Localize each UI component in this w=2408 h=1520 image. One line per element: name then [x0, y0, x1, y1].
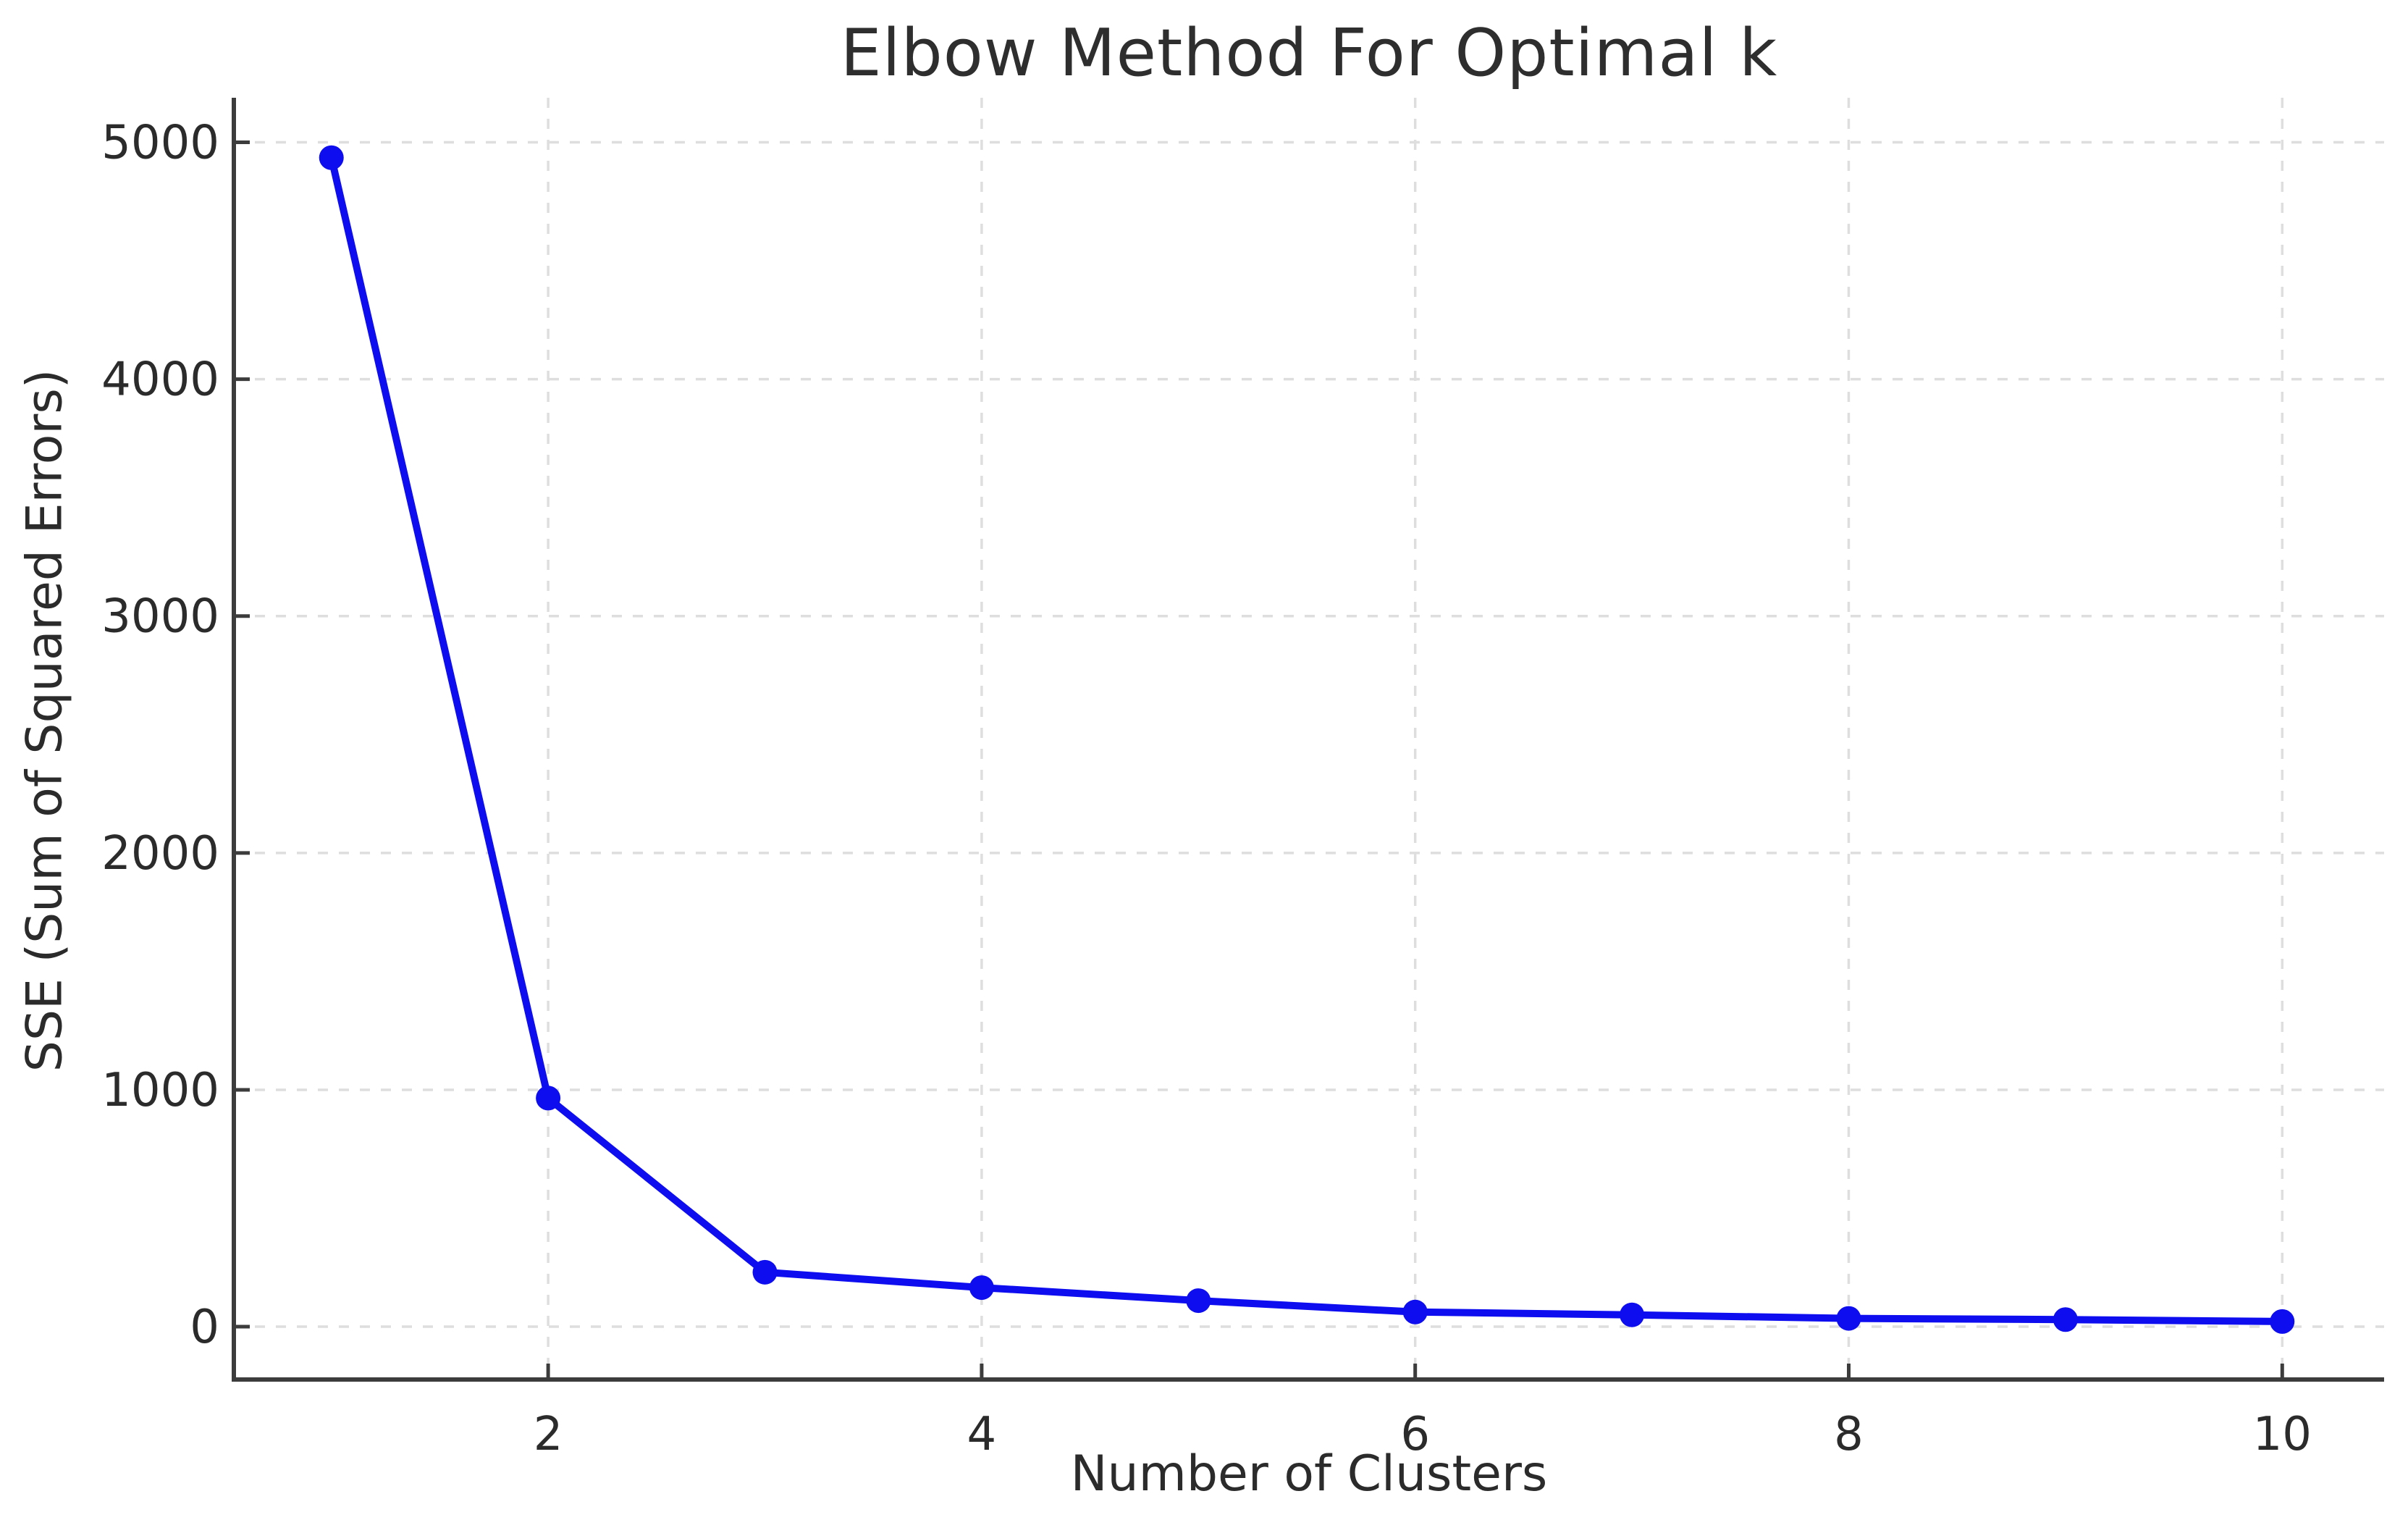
x-tick-label-8: 8	[1834, 1408, 1864, 1461]
y-tick-label-3000: 3000	[101, 590, 219, 644]
y-tick-label-2000: 2000	[101, 827, 219, 881]
sse-line	[327, 154, 2286, 1325]
data-point-k3	[752, 1259, 778, 1285]
y-tick-label-1000: 1000	[101, 1064, 219, 1117]
data-point-k7	[1620, 1302, 1645, 1327]
y-tick-label-0: 0	[190, 1301, 219, 1354]
x-tick-label-4: 4	[967, 1408, 997, 1461]
chart-title: Elbow Method For Optimal k	[840, 15, 1778, 91]
tick-marks	[234, 140, 2284, 1380]
data-point-k6	[1402, 1299, 1428, 1324]
data-point-k2	[536, 1086, 561, 1111]
data-point-k4	[969, 1275, 994, 1301]
y-axis-label-text: SSE (Sum of Squared Errors)	[16, 369, 74, 1072]
data-point-k10	[2270, 1309, 2295, 1334]
sse-series	[319, 145, 2295, 1334]
y-tick-label-4000: 4000	[101, 353, 219, 407]
data-point-k9	[2053, 1307, 2078, 1332]
y-tick-label-5000: 5000	[101, 116, 219, 169]
data-point-k5	[1186, 1288, 1211, 1314]
axes-spines	[232, 98, 2384, 1382]
x-tick-label-10: 10	[2253, 1408, 2312, 1461]
data-point-k8	[1836, 1306, 1861, 1331]
gridlines	[234, 98, 2384, 1380]
data-point-k1	[319, 145, 344, 170]
x-tick-label-6: 6	[1400, 1408, 1430, 1461]
tick-labels: 0 1000 2000 3000 4000 5000 2 4 6 8 10	[101, 116, 2312, 1461]
x-tick-label-2: 2	[534, 1408, 563, 1461]
x-axis-label: Number of Clusters	[1070, 1445, 1548, 1503]
